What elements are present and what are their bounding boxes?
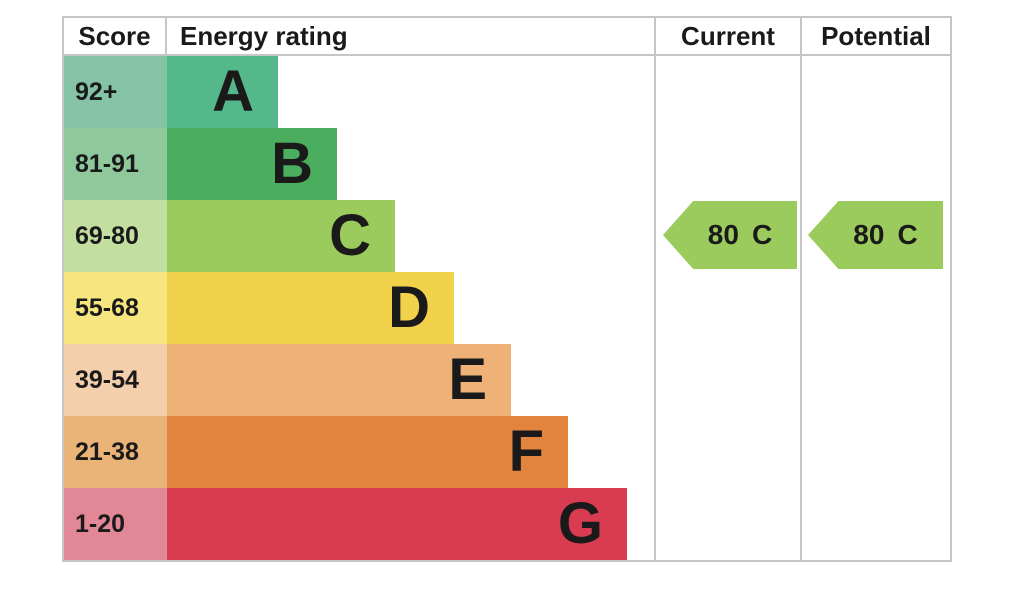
header-divider-line — [64, 54, 950, 56]
potential-column-header: Potential — [821, 20, 931, 51]
band-b-score-range: 81-91 — [64, 128, 167, 200]
potential-rating-letter: C — [897, 219, 918, 250]
current-rating-score: 80 — [707, 219, 739, 250]
band-c-score-range: 69-80 — [64, 200, 167, 272]
band-e-score-range: 39-54 — [64, 344, 167, 416]
band-c-bar: C — [167, 200, 395, 272]
band-d-letter: D — [388, 275, 430, 340]
current-column-divider — [654, 18, 656, 560]
band-g-letter: G — [557, 491, 603, 556]
potential-column-divider — [800, 18, 802, 560]
band-g-score-range: 1-20 — [64, 488, 167, 560]
band-f-score-range: 21-38 — [64, 416, 167, 488]
band-b-letter: B — [271, 131, 313, 196]
band-row-f: 21-38 F — [64, 416, 654, 488]
current-rating-letter: C — [751, 219, 773, 250]
band-f-letter: F — [508, 419, 544, 484]
band-e-bar: E — [167, 344, 511, 416]
band-row-e: 39-54 E — [64, 344, 654, 416]
energy-rating-column-header: Energy rating — [180, 20, 348, 51]
band-a-letter: A — [212, 59, 254, 124]
band-a-score-range: 92+ — [64, 56, 167, 128]
band-row-b: 81-91 B — [64, 128, 654, 200]
current-rating-arrow: 80 C — [663, 201, 797, 269]
potential-rating-arrow: 80 C — [808, 201, 943, 269]
score-column-divider — [165, 18, 167, 54]
band-row-c: 69-80 C — [64, 200, 654, 272]
rating-bands: 92+ A 81-91 B 69-80 C 55-68 D 39-54 E 21… — [64, 56, 654, 560]
band-row-a: 92+ A — [64, 56, 654, 128]
band-d-score-range: 55-68 — [64, 272, 167, 344]
band-row-d: 55-68 D — [64, 272, 654, 344]
band-d-bar: D — [167, 272, 454, 344]
band-a-bar: A — [167, 56, 278, 128]
band-row-g: 1-20 G — [64, 488, 654, 560]
band-e-letter: E — [448, 347, 487, 412]
score-column-header: Score — [78, 20, 151, 51]
potential-rating-score: 80 — [853, 219, 885, 250]
band-c-letter: C — [329, 203, 371, 268]
band-f-bar: F — [167, 416, 568, 488]
current-column-header: Current — [681, 20, 775, 51]
epc-chart-table: Score Energy rating Current Potential 92… — [62, 16, 952, 562]
band-g-bar: G — [167, 488, 627, 560]
band-b-bar: B — [167, 128, 337, 200]
